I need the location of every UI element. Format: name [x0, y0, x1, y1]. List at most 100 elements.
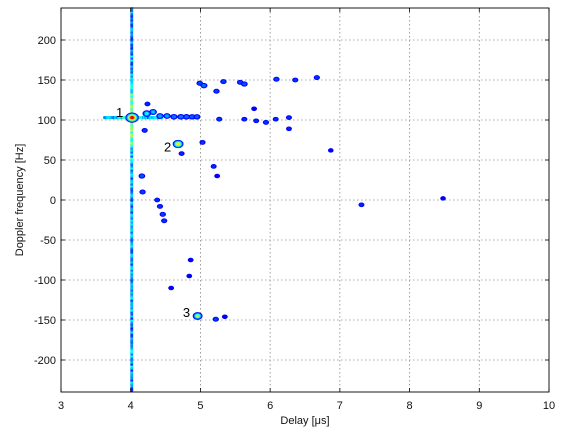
- scatterer-blob: [141, 127, 148, 133]
- streak-cell: [130, 293, 134, 296]
- streak-cell: [130, 141, 134, 144]
- scatterer-contour: [155, 198, 160, 202]
- scatterer-blob: [138, 173, 146, 179]
- streak-cell: [130, 167, 134, 170]
- scatterer-blob: [170, 113, 178, 120]
- tick-layer: [60, 8, 550, 392]
- scatterer-contour: [194, 115, 200, 119]
- streak-cell: [119, 116, 122, 120]
- streak-cell: [130, 229, 134, 232]
- streak-cell: [130, 329, 134, 332]
- streak-cell: [130, 341, 134, 344]
- scatterer-blob: [327, 148, 334, 153]
- streak-cell: [130, 185, 134, 188]
- streak-cell: [130, 263, 134, 266]
- streak-cell: [130, 103, 134, 106]
- streak-cell: [130, 31, 134, 34]
- streak-cell: [130, 331, 134, 334]
- streak-cell: [130, 217, 134, 220]
- streak-cell: [130, 281, 134, 284]
- y-tick-label: -50: [40, 235, 56, 247]
- streak-cell: [130, 231, 134, 234]
- streak-cell: [130, 59, 134, 62]
- streak-cell: [130, 381, 134, 384]
- scatterer-contour: [142, 128, 147, 132]
- streak-cell: [130, 127, 134, 130]
- streak-cell: [130, 327, 134, 330]
- streak-cell: [130, 13, 134, 16]
- streak-cell: [130, 27, 134, 30]
- scatterer-contour: [264, 120, 268, 124]
- streak-cell: [130, 159, 134, 162]
- streak-cell: [130, 339, 134, 342]
- scatterer-blob: [221, 314, 228, 320]
- streak-cell: [130, 161, 134, 164]
- streak-cell: [130, 25, 134, 28]
- streak-cell: [130, 367, 134, 370]
- streak-cell: [130, 157, 134, 160]
- scatterer-contour: [200, 140, 205, 144]
- streak-cell: [130, 155, 134, 158]
- scatterer-contour: [254, 119, 259, 123]
- streak-cell: [130, 83, 134, 86]
- streak-cell: [130, 197, 134, 200]
- streak-cell: [130, 221, 134, 224]
- streak-cell: [130, 55, 134, 58]
- streak-cell: [130, 201, 134, 204]
- streak-cell: [130, 363, 134, 366]
- streak-cell: [130, 71, 134, 74]
- streak-cell: [130, 321, 134, 324]
- streak-cell: [130, 105, 134, 108]
- streak-cell: [130, 205, 134, 208]
- streak-cell: [130, 49, 134, 52]
- streak-cell: [130, 53, 134, 56]
- streak-cell: [130, 299, 134, 302]
- streak-cell: [130, 29, 134, 32]
- x-tick-label: 4: [128, 400, 134, 412]
- streak-cell: [130, 85, 134, 88]
- streak-cell: [130, 17, 134, 20]
- scatterer-contour: [213, 317, 218, 321]
- scatterer-blob: [313, 75, 320, 81]
- scatterer-contour: [140, 190, 145, 194]
- scatterer-contour: [139, 174, 144, 178]
- streak-cell: [130, 247, 134, 250]
- streak-cell: [130, 87, 134, 90]
- streak-cell: [130, 15, 134, 18]
- streak-cell: [130, 97, 134, 100]
- streak-cell: [130, 235, 134, 238]
- scatterer-contour: [242, 82, 247, 86]
- scatterer-blob: [159, 211, 166, 217]
- y-tick-label: -200: [34, 355, 56, 367]
- streak-cell: [130, 359, 134, 362]
- streak-cell: [130, 345, 134, 348]
- streak-cell: [130, 129, 134, 132]
- scatterer-contour: [221, 80, 226, 84]
- scatterer-blob: [192, 312, 203, 320]
- y-tick-label: 50: [44, 155, 56, 167]
- streak-cell: [113, 116, 116, 120]
- scatterer-contour: [168, 285, 175, 291]
- scatterer-blob: [144, 101, 151, 107]
- y-tick-label: -100: [34, 275, 56, 287]
- scatterer-contour: [242, 117, 247, 121]
- scatterer-contour: [165, 114, 169, 118]
- streak-cell: [130, 315, 134, 318]
- streak-cell: [105, 116, 108, 120]
- scatterer-blob: [172, 139, 184, 149]
- scatterer-blob: [188, 114, 196, 120]
- streak-cell: [130, 301, 134, 304]
- streak-cell: [130, 343, 134, 346]
- streak-cell: [130, 69, 134, 72]
- streak-cell: [130, 371, 134, 374]
- x-tick-label: 8: [407, 400, 413, 412]
- scatterer-blob: [251, 106, 258, 112]
- streak-cell: [130, 123, 134, 126]
- streak-cell: [130, 365, 134, 368]
- scatterer-annotation: 3: [183, 305, 190, 320]
- streak-cell: [130, 23, 134, 26]
- streak-cell: [130, 323, 134, 326]
- streak-cell: [130, 195, 134, 198]
- streak-cell: [130, 305, 134, 308]
